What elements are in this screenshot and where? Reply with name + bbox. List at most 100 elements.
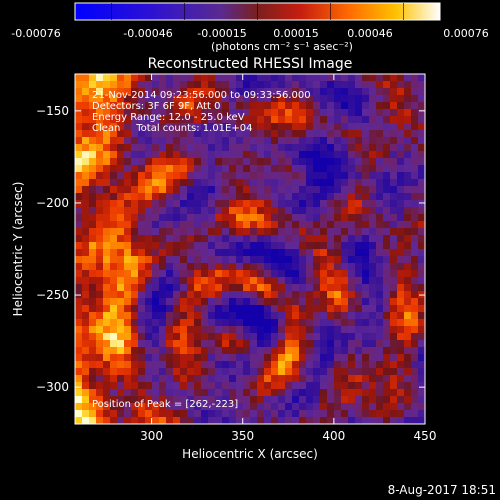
heatmap-cell <box>222 256 230 264</box>
heatmap-cell <box>327 249 335 257</box>
heatmap-cell <box>236 81 244 89</box>
heatmap-cell <box>264 340 272 348</box>
heatmap-cell <box>299 88 307 96</box>
heatmap-cell <box>320 102 328 110</box>
heatmap-cell <box>306 158 314 166</box>
heatmap-cell <box>117 235 125 243</box>
heatmap-cell <box>341 284 349 292</box>
heatmap-cell <box>194 340 202 348</box>
heatmap-cell <box>334 396 342 404</box>
heatmap-cell <box>271 200 279 208</box>
heatmap-cell <box>229 396 237 404</box>
heatmap-cell <box>271 312 279 320</box>
heatmap-cell <box>418 130 425 138</box>
heatmap-cell <box>222 158 230 166</box>
heatmap-cell <box>194 361 202 369</box>
heatmap-cell <box>180 298 188 306</box>
heatmap-cell <box>404 347 412 355</box>
heatmap-cell <box>201 305 209 313</box>
heatmap-cell <box>145 137 153 145</box>
heatmap-cell <box>152 305 160 313</box>
heatmap-cell <box>229 207 237 215</box>
heatmap-cell <box>236 326 244 334</box>
heatmap-cell <box>236 165 244 173</box>
heatmap-cell <box>285 130 293 138</box>
heatmap-cell <box>313 291 321 299</box>
heatmap-cell <box>271 158 279 166</box>
heatmap-cell <box>264 88 272 96</box>
heatmap-cell <box>215 151 223 159</box>
heatmap-cell <box>271 291 279 299</box>
heatmap-cell <box>208 354 216 362</box>
heatmap-cell <box>82 235 90 243</box>
heatmap-cell <box>369 172 377 180</box>
heatmap-cell <box>208 109 216 117</box>
heatmap-cell <box>89 270 97 278</box>
heatmap-cell <box>208 81 216 89</box>
heatmap-cell <box>271 228 279 236</box>
heatmap-cell <box>362 389 370 397</box>
heatmap-cell <box>397 319 405 327</box>
heatmap-cell <box>131 228 139 236</box>
heatmap-cell <box>264 326 272 334</box>
heatmap-cell <box>376 207 384 215</box>
heatmap-cell <box>369 326 377 334</box>
heatmap-cell <box>285 284 293 292</box>
heatmap-cell <box>208 417 216 424</box>
heatmap-cell <box>271 375 279 383</box>
heatmap-cell <box>355 214 363 222</box>
heatmap-cell <box>159 74 167 82</box>
heatmap-cell <box>180 410 188 418</box>
heatmap-cell <box>299 130 307 138</box>
heatmap-cell <box>166 207 174 215</box>
heatmap-cell <box>306 396 314 404</box>
heatmap-cell <box>383 298 391 306</box>
heatmap-cell <box>285 326 293 334</box>
heatmap-cell <box>271 263 279 271</box>
heatmap-cell <box>369 137 377 145</box>
heatmap-cell <box>257 165 265 173</box>
heatmap-cell <box>138 102 146 110</box>
heatmap-cell <box>82 382 90 390</box>
heatmap-cell <box>138 333 146 341</box>
heatmap-cell <box>229 361 237 369</box>
heatmap-cell <box>131 95 139 103</box>
heatmap-cell <box>187 207 195 215</box>
heatmap-cell <box>187 256 195 264</box>
heatmap-cell <box>201 263 209 271</box>
heatmap-cell <box>145 375 153 383</box>
heatmap-cell <box>152 403 160 411</box>
heatmap-cell <box>82 74 90 82</box>
heatmap-cell <box>250 291 258 299</box>
heatmap-cell <box>341 340 349 348</box>
heatmap-cell <box>320 116 328 124</box>
heatmap-cell <box>313 151 321 159</box>
heatmap-cell <box>264 228 272 236</box>
heatmap-cell <box>110 312 118 320</box>
heatmap-cell <box>306 95 314 103</box>
heatmap-cell <box>411 361 419 369</box>
heatmap-cell <box>194 347 202 355</box>
heatmap-cell <box>124 179 132 187</box>
heatmap-cell <box>334 137 342 145</box>
heatmap-cell <box>187 74 195 82</box>
heatmap-cell <box>376 186 384 194</box>
heatmap-cell <box>404 158 412 166</box>
heatmap-cell <box>103 389 111 397</box>
heatmap-cell <box>383 74 391 82</box>
heatmap-cell <box>89 186 97 194</box>
heatmap-cell <box>404 221 412 229</box>
heatmap-cell <box>397 354 405 362</box>
heatmap-cell <box>299 207 307 215</box>
heatmap-cell <box>278 249 286 257</box>
heatmap-cell <box>362 396 370 404</box>
heatmap-cell <box>278 270 286 278</box>
heatmap-cell <box>201 396 209 404</box>
heatmap-cell <box>376 116 384 124</box>
heatmap-cell <box>369 375 377 383</box>
heatmap-cell <box>89 81 97 89</box>
heatmap-cell <box>411 249 419 257</box>
heatmap-cell <box>243 270 251 278</box>
heatmap-cell <box>348 116 356 124</box>
heatmap-cell <box>229 109 237 117</box>
